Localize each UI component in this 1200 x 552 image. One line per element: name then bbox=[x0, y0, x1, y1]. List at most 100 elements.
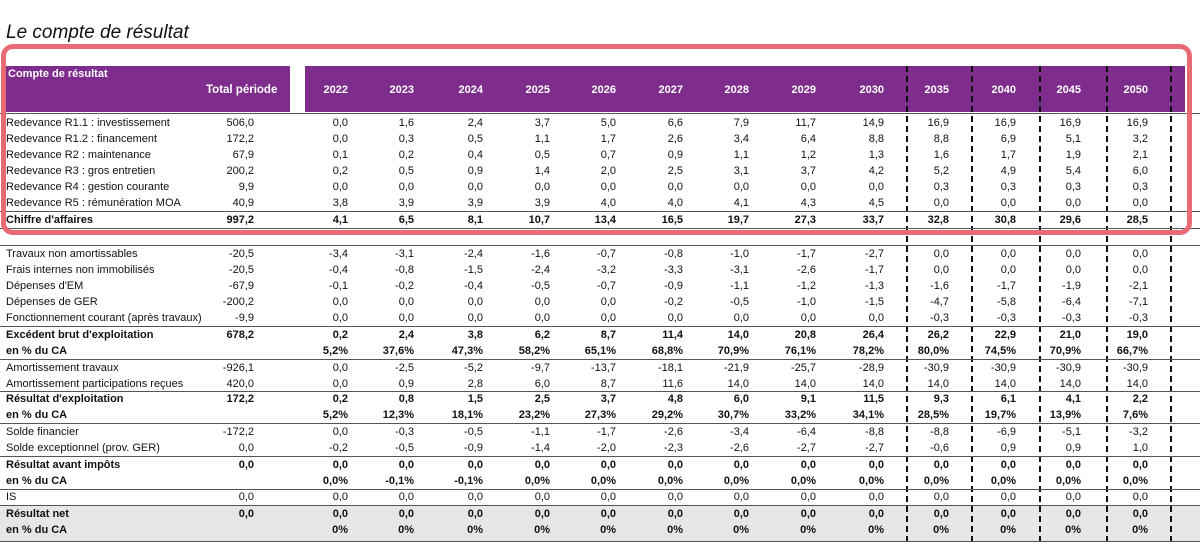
row-total: 678,2 bbox=[226, 329, 254, 341]
row-value: 0,0 bbox=[600, 508, 616, 520]
row-value: 0,0 bbox=[933, 491, 949, 503]
row-value: 14,0 bbox=[1126, 378, 1148, 390]
row-total: 40,9 bbox=[232, 197, 254, 209]
row-value: -2,6 bbox=[797, 264, 816, 276]
row-value: 0,0 bbox=[1132, 197, 1148, 209]
row-value: 19,7% bbox=[984, 409, 1016, 421]
row-value: 10,7 bbox=[528, 214, 550, 226]
row-value: 0,0 bbox=[933, 459, 949, 471]
header-label: Compte de résultat bbox=[8, 68, 108, 80]
row-label: Chiffre d'affaires bbox=[6, 214, 93, 226]
row-value: 0,0% bbox=[322, 475, 348, 487]
row-value: 0,0 bbox=[332, 426, 348, 438]
row-value: 4,1 bbox=[1065, 393, 1081, 405]
row-value: -9,7 bbox=[531, 362, 550, 374]
row-value: -7,1 bbox=[1129, 296, 1148, 308]
row-value: 3,8 bbox=[467, 329, 483, 341]
row-value: 65,1% bbox=[584, 345, 616, 357]
row-value: -1,5 bbox=[464, 264, 483, 276]
row-total: 420,0 bbox=[226, 378, 254, 390]
row-value: 0,0 bbox=[733, 508, 749, 520]
row-value: 27,3% bbox=[584, 409, 616, 421]
row-value: 0,0 bbox=[1000, 508, 1016, 520]
highlight-frame bbox=[1, 44, 1192, 235]
row-value: -6,9 bbox=[997, 426, 1016, 438]
row-value: 0,0 bbox=[467, 508, 483, 520]
row-value: 3,1 bbox=[733, 165, 749, 177]
row-value: 0,5 bbox=[534, 149, 550, 161]
row-label: Résultat net bbox=[6, 508, 69, 520]
row-value: 0,9 bbox=[1000, 442, 1016, 454]
header-year: 2024 bbox=[458, 84, 483, 96]
row-value: 0,0 bbox=[933, 197, 949, 209]
row-value: 0,0 bbox=[332, 117, 348, 129]
row-value: -3,3 bbox=[664, 264, 683, 276]
row-value: 11,6 bbox=[662, 378, 683, 390]
row-value: 0,0% bbox=[858, 475, 884, 487]
row-total: -9,9 bbox=[235, 312, 254, 324]
row-value: 0,0 bbox=[800, 491, 816, 503]
row-value: -2,6 bbox=[730, 442, 749, 454]
row-value: 0,0 bbox=[733, 181, 749, 193]
row-separator bbox=[0, 489, 1200, 490]
row-total: 0,0 bbox=[238, 491, 254, 503]
row-value: -18,1 bbox=[657, 362, 683, 374]
row-value: 0,0 bbox=[667, 491, 683, 503]
row-value: 47,3% bbox=[451, 345, 483, 357]
row-value: 2,1 bbox=[1132, 149, 1148, 161]
row-value: 0,0 bbox=[467, 296, 483, 308]
row-value: -3,4 bbox=[329, 248, 348, 260]
row-value: -1,1 bbox=[531, 426, 550, 438]
row-value: 1,7 bbox=[1000, 149, 1016, 161]
row-value: 0,0 bbox=[1065, 248, 1081, 260]
row-value: 0,2 bbox=[332, 393, 348, 405]
row-label: en % du CA bbox=[6, 345, 68, 357]
row-value: 0,3 bbox=[1065, 181, 1081, 193]
row-value: 0,0 bbox=[1065, 508, 1081, 520]
row-value: 4,5 bbox=[868, 197, 884, 209]
row-value: -2,4 bbox=[464, 248, 483, 260]
row-value: -3,4 bbox=[730, 426, 749, 438]
header-band-years bbox=[305, 66, 1185, 112]
row-value: 27,3 bbox=[794, 214, 816, 226]
row-value: -0,5 bbox=[730, 296, 749, 308]
row-value: -2,7 bbox=[797, 442, 816, 454]
row-value: -3,1 bbox=[395, 248, 414, 260]
row-value: 0,0 bbox=[398, 508, 414, 520]
row-value: 4,1 bbox=[733, 197, 749, 209]
row-value: 22,9 bbox=[994, 329, 1016, 341]
row-value: 0% bbox=[534, 524, 550, 536]
row-value: -0,3 bbox=[930, 312, 949, 324]
row-separator bbox=[0, 541, 1200, 542]
row-value: 0,0 bbox=[733, 459, 749, 471]
row-value: 0,0% bbox=[790, 475, 816, 487]
row-label: Frais internes non immobilisés bbox=[6, 264, 155, 276]
row-separator bbox=[0, 423, 1200, 424]
row-value: 0,0 bbox=[733, 312, 749, 324]
row-value: 16,9 bbox=[1059, 117, 1081, 129]
row-value: 14,0 bbox=[862, 378, 884, 390]
row-value: 0,0 bbox=[1132, 459, 1148, 471]
row-value: 0,1 bbox=[332, 149, 348, 161]
row-value: -30,9 bbox=[990, 362, 1016, 374]
row-value: 14,9 bbox=[862, 117, 884, 129]
row-value: -8,8 bbox=[865, 426, 884, 438]
row-value: 76,1% bbox=[784, 345, 816, 357]
row-value: 0,0 bbox=[1065, 197, 1081, 209]
row-value: -0,3 bbox=[1062, 312, 1081, 324]
dashed-divider bbox=[1170, 66, 1172, 542]
row-value: 8,7 bbox=[600, 329, 616, 341]
row-value: 0,0 bbox=[1132, 248, 1148, 260]
row-value: 3,2 bbox=[1132, 133, 1148, 145]
row-total: 0,0 bbox=[238, 442, 254, 454]
row-total: 997,2 bbox=[226, 214, 254, 226]
row-value: 0,0% bbox=[590, 475, 616, 487]
row-value: 6,6 bbox=[667, 117, 683, 129]
row-value: 0,0 bbox=[534, 296, 550, 308]
row-value: -0,3 bbox=[1129, 312, 1148, 324]
row-value: 0,0 bbox=[600, 296, 616, 308]
row-value: -5,1 bbox=[1062, 426, 1081, 438]
row-value: 34,1% bbox=[852, 409, 884, 421]
row-value: 0,0 bbox=[332, 508, 348, 520]
row-value: 0,0 bbox=[600, 181, 616, 193]
